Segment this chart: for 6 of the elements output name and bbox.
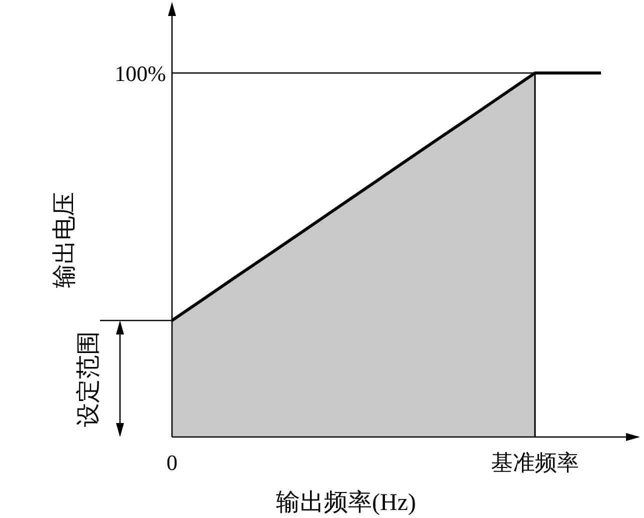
x-axis-title: 输出频率(Hz)	[276, 489, 416, 516]
y-axis-title: 输出电压	[52, 192, 78, 288]
x-tick-label: 基准频率	[491, 450, 579, 475]
text: 设定范围	[75, 330, 102, 427]
x-tick-label: 0	[166, 450, 178, 475]
ref-line-label: 100%	[114, 61, 166, 86]
